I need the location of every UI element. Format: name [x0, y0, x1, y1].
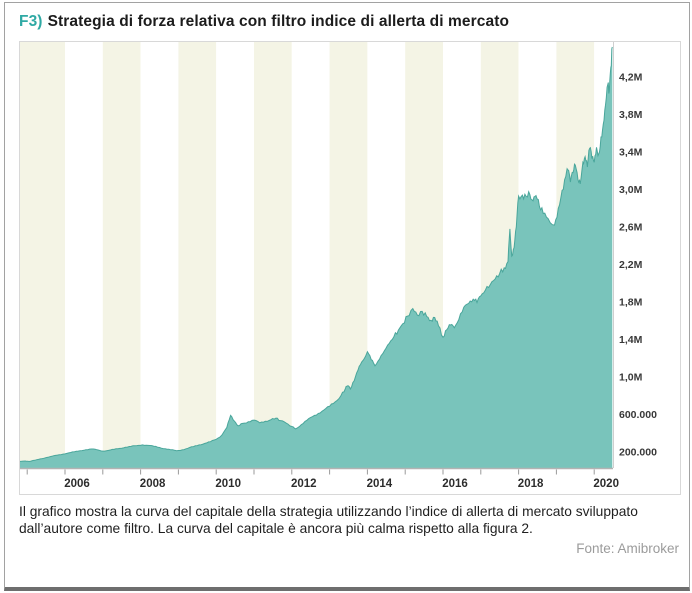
- svg-text:1,8M: 1,8M: [619, 297, 643, 309]
- svg-text:4,2M: 4,2M: [619, 72, 643, 84]
- svg-text:200.000: 200.000: [619, 447, 657, 459]
- svg-text:2010: 2010: [215, 478, 241, 490]
- source-credit: Fonte: Amibroker: [576, 540, 679, 556]
- svg-text:2012: 2012: [291, 478, 317, 490]
- figure-title: F3) Strategia di forza relativa con filtr…: [5, 3, 689, 31]
- equity-curve-svg: 2006 2008 2010 2012 2014 2016 2018 2020 4,2M 3,8M…: [20, 42, 657, 490]
- svg-text:3,8M: 3,8M: [619, 109, 643, 121]
- x-axis: [20, 42, 614, 475]
- svg-text:1,0M: 1,0M: [619, 372, 643, 384]
- svg-text:1,4M: 1,4M: [619, 334, 643, 346]
- figure-title-text: Strategia di forza relativa con filtro i…: [47, 13, 510, 30]
- y-axis-labels: 4,2M 3,8M 3,4M 3,0M 2,6M 2,2M 1,8M 1,4M 1,0M 600.…: [619, 72, 657, 459]
- svg-text:2008: 2008: [140, 478, 166, 490]
- svg-text:2006: 2006: [64, 478, 90, 490]
- figure-number: F3): [19, 13, 43, 30]
- equity-chart-panel: 2006 2008 2010 2012 2014 2016 2018 2020 4,2M 3,8M…: [19, 41, 681, 495]
- svg-text:3,0M: 3,0M: [619, 184, 643, 196]
- svg-text:2014: 2014: [367, 478, 393, 490]
- x-axis-labels: 2006 2008 2010 2012 2014 2016 2018 2020: [64, 478, 619, 490]
- svg-text:2020: 2020: [593, 478, 619, 490]
- svg-text:3,4M: 3,4M: [619, 147, 643, 159]
- svg-text:2018: 2018: [518, 478, 544, 490]
- equity-area-series: [20, 46, 613, 468]
- svg-text:2,6M: 2,6M: [619, 222, 643, 234]
- caption-text: Il grafico mostra la curva del capitale …: [19, 504, 638, 537]
- svg-text:2,2M: 2,2M: [619, 259, 643, 271]
- svg-text:600.000: 600.000: [619, 409, 657, 421]
- svg-text:2016: 2016: [442, 478, 468, 490]
- figure-container: F3) Strategia di forza relativa con filtr…: [4, 2, 690, 591]
